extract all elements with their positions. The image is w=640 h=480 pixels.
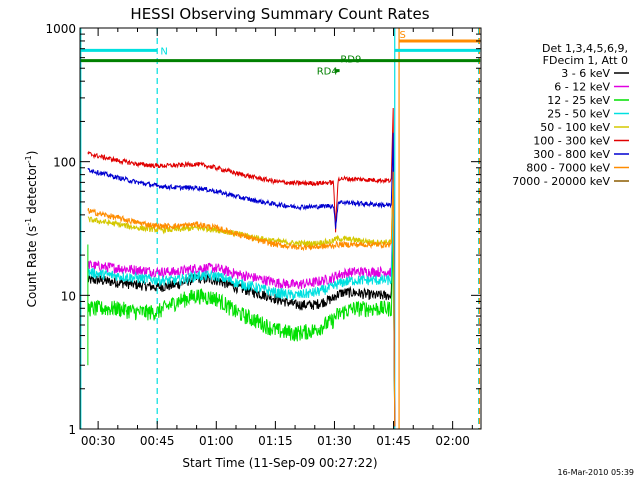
marker-rd4: RD4 xyxy=(317,67,338,78)
timestamp: 16-Mar-2010 05:39 xyxy=(558,468,635,477)
series-line-5 xyxy=(87,107,396,427)
series-line-0 xyxy=(87,222,396,427)
legend-label-4: 50 - 100 keV xyxy=(540,121,610,134)
y-label-sup1: -1 xyxy=(24,218,33,226)
series-line-6 xyxy=(87,132,396,427)
plot-frame xyxy=(79,27,482,430)
legend-label-7: 800 - 7000 keV xyxy=(526,162,610,175)
marker-rd9: RD9 xyxy=(340,55,361,66)
legend-label-8: 7000 - 20000 keV xyxy=(512,175,610,188)
x-tick-label-2: 01:00 xyxy=(199,434,234,448)
legend-label-0: 3 - 6 keV xyxy=(561,67,610,80)
y-label-part3: ) xyxy=(25,151,39,156)
series-line-2 xyxy=(87,235,396,427)
series-line-4 xyxy=(87,169,396,427)
y-axis-label: Count Rate (s-1 detector-1) xyxy=(24,151,39,308)
series-line-3 xyxy=(87,207,396,427)
x-axis-label: Start Time (11-Sep-09 00:27:22) xyxy=(182,456,377,470)
y-tick-label-3: 1000 xyxy=(45,22,76,36)
legend-header-1: Det 1,3,4,5,6,9, xyxy=(542,42,628,55)
y-label-sup2: -1 xyxy=(24,155,33,163)
series-line-1 xyxy=(87,199,396,427)
y-tick-label-0: 1 xyxy=(68,423,76,437)
x-tick-label-6: 02:00 xyxy=(435,434,470,448)
series-line-7 xyxy=(87,171,396,427)
x-tick-label-0: 00:30 xyxy=(81,434,116,448)
legend-label-2: 12 - 25 keV xyxy=(547,94,610,107)
x-tick-label-4: 01:30 xyxy=(317,434,352,448)
y-tick-label-1: 10 xyxy=(61,289,76,303)
x-tick-label-1: 00:45 xyxy=(140,434,175,448)
x-axis: 00:30 00:45 01:00 01:15 01:30 01:45 02:00 xyxy=(81,28,473,448)
legend-label-5: 100 - 300 keV xyxy=(533,135,610,148)
y-axis: 1 10 100 1000 xyxy=(45,22,481,437)
y-label-part2: detector xyxy=(25,163,39,218)
legend-label-6: 300 - 800 keV xyxy=(533,148,610,161)
y-tick-label-2: 100 xyxy=(53,156,76,170)
marker-s: S xyxy=(399,30,405,41)
legend-label-3: 25 - 50 keV xyxy=(547,108,610,121)
y-label-part1: Count Rate (s xyxy=(25,226,39,308)
legend: Det 1,3,4,5,6,9, FDecim 1, Att 0 3 - 6 k… xyxy=(512,42,629,188)
x-tick-label-3: 01:15 xyxy=(258,434,293,448)
x-tick-label-5: 01:45 xyxy=(376,434,411,448)
marker-n: N xyxy=(160,46,167,57)
chart-title: HESSI Observing Summary Count Rates xyxy=(130,5,429,23)
legend-header-2: FDecim 1, Att 0 xyxy=(543,54,628,67)
legend-label-1: 6 - 12 keV xyxy=(554,81,610,94)
